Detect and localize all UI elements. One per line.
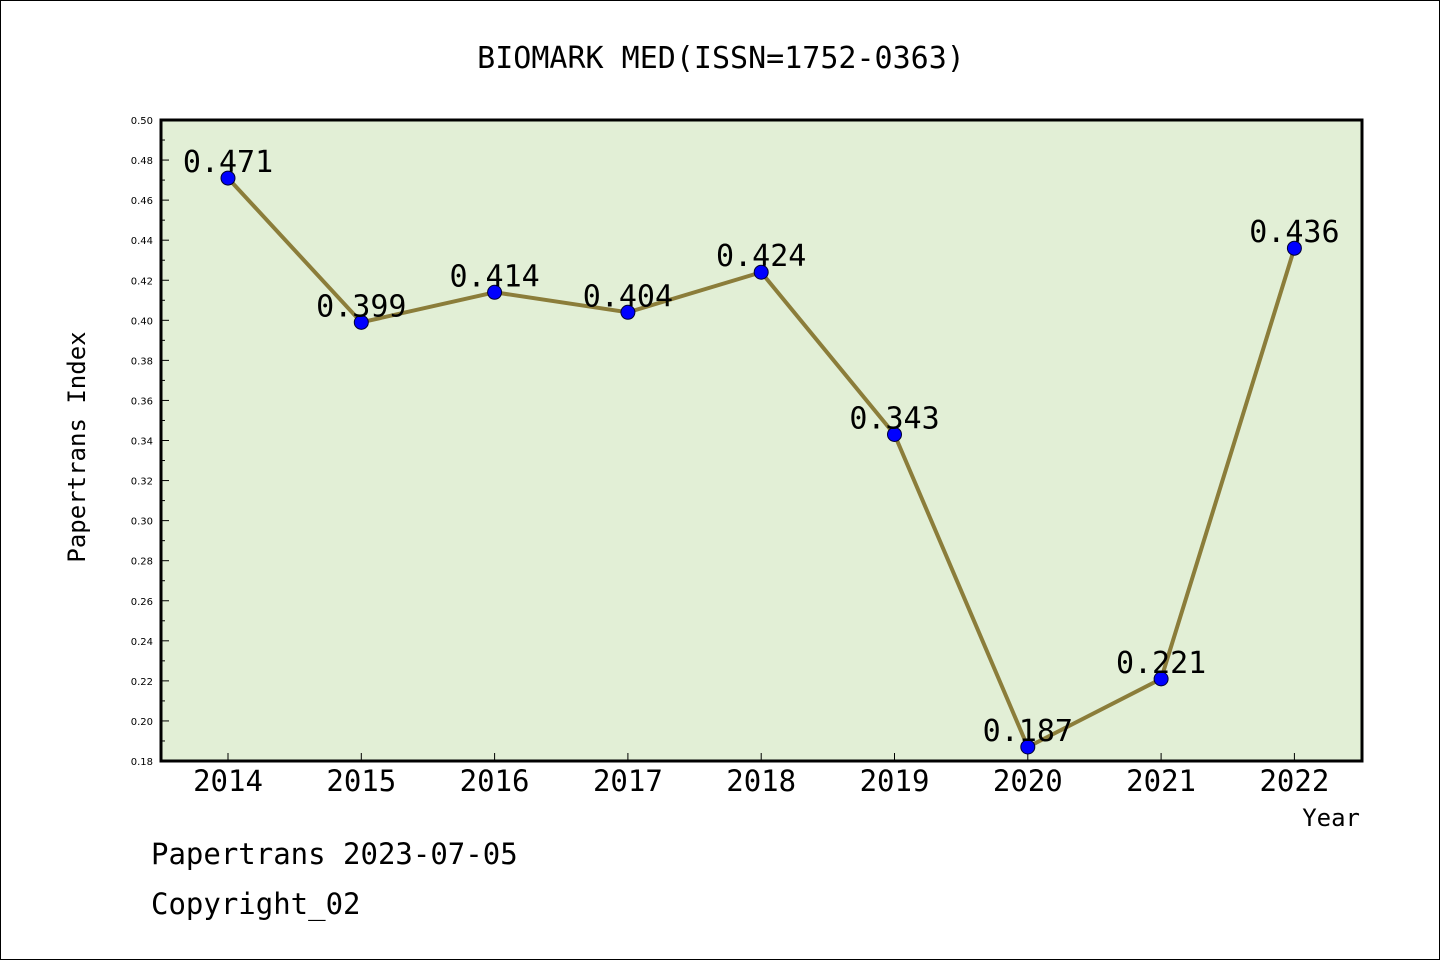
x-tick-label: 2019 (860, 764, 930, 798)
data-point (887, 426, 902, 442)
data-label: 0.221 (1116, 646, 1206, 681)
data-point (1020, 739, 1036, 755)
y-axis: 0.18 0.20 0.22 0.24 0.26 0.28 0.30 0.32 0.34 0.36… (131, 116, 169, 768)
y-tick-label: 0.42 (131, 276, 153, 287)
y-axis-label: Papertrans Index (63, 331, 91, 562)
y-tick-label: 0.26 (131, 597, 153, 608)
data-label: 0.404 (583, 279, 673, 314)
data-point (1153, 671, 1169, 687)
x-tick-label: 2014 (193, 764, 263, 798)
data-label: 0.414 (449, 259, 539, 294)
data-point (1286, 240, 1302, 256)
data-label: 0.399 (316, 289, 406, 324)
y-tick-label: 0.44 (131, 236, 153, 247)
footer-copyright: Copyright_02 (151, 887, 361, 921)
y-tick-label: 0.18 (131, 757, 153, 768)
x-tick-label: 2022 (1259, 764, 1329, 798)
y-tick-label: 0.48 (131, 156, 153, 167)
y-tick-label: 0.46 (131, 196, 153, 207)
y-tick-label: 0.24 (131, 637, 153, 648)
y-tick-label: 0.40 (131, 316, 153, 327)
y-tick-label: 0.50 (131, 116, 153, 127)
data-label: 0.424 (716, 239, 806, 274)
y-tick-label: 0.34 (131, 437, 153, 448)
data-label: 0.343 (849, 401, 939, 436)
data-point (353, 314, 369, 330)
x-axis: 2014 2015 2016 2017 2018 2019 2020 2021 2022 (193, 753, 1329, 798)
y-tick-label: 0.30 (131, 517, 153, 528)
y-tick-label: 0.38 (131, 356, 153, 367)
y-tick-label: 0.22 (131, 677, 153, 688)
series: 0.471 0.399 0.414 0.404 0.424 0.343 0.187 0.221… (183, 145, 1340, 755)
data-point (753, 264, 769, 280)
footer-date: Papertrans 2023-07-05 (151, 837, 518, 871)
data-label: 0.187 (983, 714, 1073, 749)
x-tick-label: 2018 (726, 764, 796, 798)
data-label: 0.471 (183, 145, 273, 180)
plot-area (159, 118, 1364, 763)
x-tick-label: 2021 (1126, 764, 1196, 798)
y-tick-label: 0.36 (131, 396, 153, 407)
y-tick-label: 0.20 (131, 717, 153, 728)
x-tick-label: 2015 (326, 764, 396, 798)
x-tick-label: 2016 (460, 764, 530, 798)
y-tick-label: 0.28 (131, 557, 153, 568)
data-label: 0.436 (1249, 215, 1339, 250)
data-point (620, 304, 636, 320)
x-tick-label: 2017 (593, 764, 663, 798)
x-axis-label: Year (1302, 804, 1360, 832)
y-tick-label: 0.32 (131, 477, 153, 488)
data-point (220, 170, 236, 186)
data-point (487, 284, 503, 300)
x-tick-label: 2020 (993, 764, 1063, 798)
chart-title: BIOMARK MED(ISSN=1752-0363) (477, 41, 965, 76)
